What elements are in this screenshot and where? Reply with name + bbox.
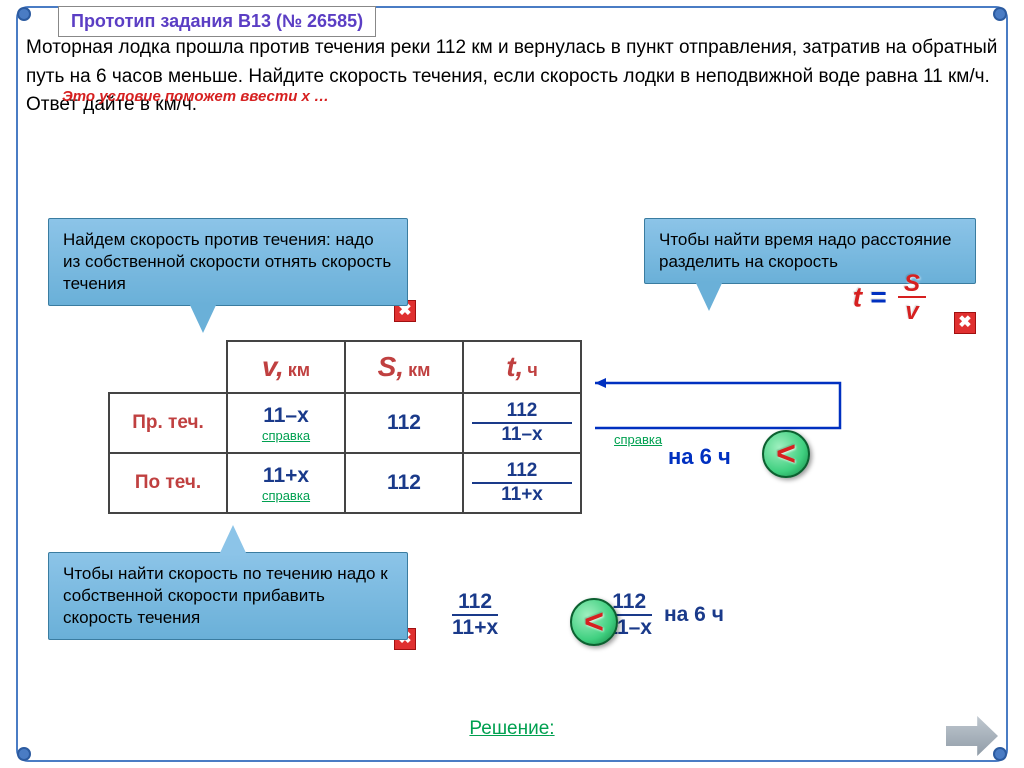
less-than-badge: < [570, 598, 618, 646]
less-than-badge: < [762, 430, 810, 478]
col-header-velocity: v,км [227, 341, 345, 393]
row-header-with: По теч. [109, 453, 227, 513]
col-header-time: t,ч [463, 341, 581, 393]
hint-link[interactable]: справка [236, 488, 336, 503]
callout-text: Найдем скорость против течения: надо из … [63, 230, 391, 293]
cell-distance: 112 [345, 453, 463, 513]
cell-time: 11211–x [463, 393, 581, 453]
corner-decoration [17, 747, 31, 761]
callout-text: Чтобы найти время надо расстояние раздел… [659, 230, 951, 271]
hint-text: Это условие поможет ввести x … [62, 88, 329, 105]
corner-decoration [993, 7, 1007, 21]
cell-velocity: 11+xсправка [227, 453, 345, 513]
cell-velocity: 11–xсправка [227, 393, 345, 453]
solution-link[interactable]: Решение: [469, 718, 554, 740]
callout-time-formula: Чтобы найти время надо расстояние раздел… [644, 218, 976, 284]
hint-link[interactable]: справка [614, 432, 662, 447]
cell-time: 11211+x [463, 453, 581, 513]
formula-var-t: t [853, 281, 862, 312]
corner-decoration [17, 7, 31, 21]
row-header-against: Пр. теч. [109, 393, 227, 453]
col-header-distance: S,км [345, 341, 463, 393]
data-table: v,км S,км t,ч Пр. теч. 11–xсправка 112 1… [108, 340, 582, 514]
callout-with-current: Чтобы найти скорость по течению надо к с… [48, 552, 408, 640]
callout-text: Чтобы найти скорость по течению надо к с… [63, 564, 388, 627]
cell-distance: 112 [345, 393, 463, 453]
corner-decoration [993, 747, 1007, 761]
close-icon[interactable]: ✖ [954, 312, 976, 334]
callout-against-current: Найдем скорость против течения: надо из … [48, 218, 408, 306]
formula-equals: = [870, 281, 886, 312]
formula-denominator: v [898, 298, 926, 326]
problem-text: Моторная лодка прошла против течения рек… [26, 34, 998, 120]
time-diff-label: на 6 ч [668, 444, 731, 470]
time-formula: t = S v [853, 272, 926, 326]
hint-link[interactable]: справка [236, 428, 336, 443]
formula-numerator: S [898, 272, 926, 298]
task-title: Прототип задания B13 (№ 26585) [58, 6, 376, 37]
eq-tail: на 6 ч [664, 603, 724, 627]
